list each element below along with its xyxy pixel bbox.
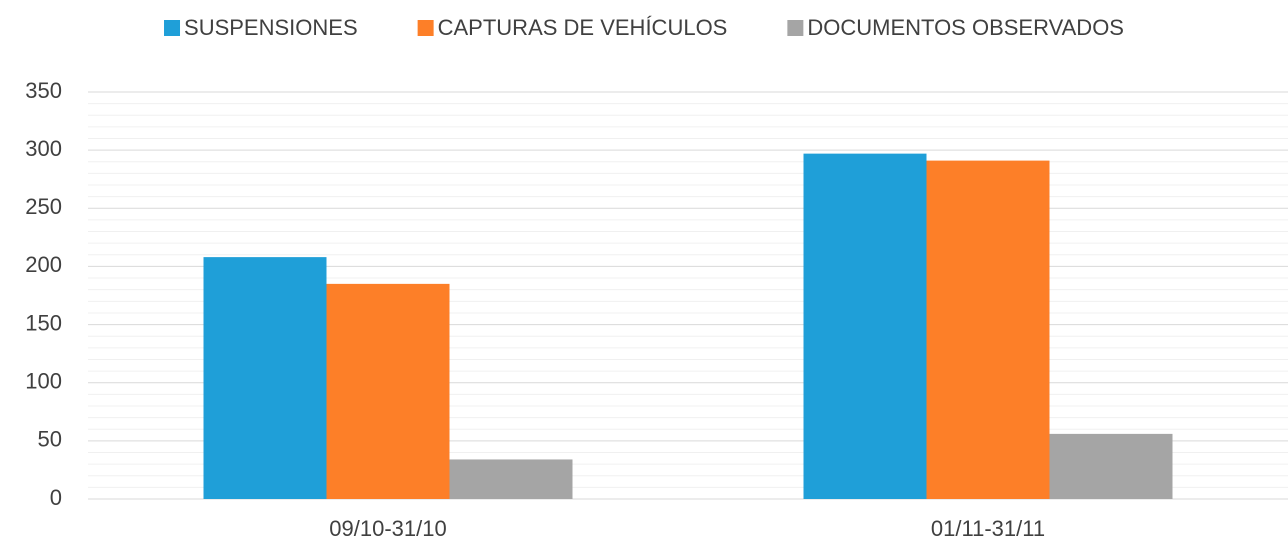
legend-label: SUSPENSIONES [184, 15, 358, 40]
legend-swatch [164, 20, 181, 36]
y-tick-label: 150 [25, 310, 62, 335]
bar [803, 153, 927, 500]
y-tick-label: 100 [25, 369, 62, 394]
bar [203, 257, 327, 499]
y-tick-label: 300 [25, 136, 62, 161]
y-tick-label: 250 [25, 194, 62, 219]
bar [449, 459, 573, 499]
y-tick-label: 350 [25, 78, 62, 103]
y-tick-label: 50 [38, 427, 62, 452]
bar [926, 160, 1050, 499]
y-tick-label: 0 [50, 485, 62, 510]
x-tick-label: 09/10-31/10 [329, 516, 446, 541]
legend-swatch [417, 20, 434, 36]
bar [326, 283, 450, 499]
x-tick-label: 01/11-31/11 [931, 516, 1045, 541]
legend-label: DOCUMENTOS OBSERVADOS [807, 15, 1124, 40]
legend-label: CAPTURAS DE VEHÍCULOS [438, 15, 728, 40]
y-tick-label: 200 [25, 252, 62, 277]
legend-swatch [787, 20, 804, 36]
bar [1049, 433, 1173, 499]
